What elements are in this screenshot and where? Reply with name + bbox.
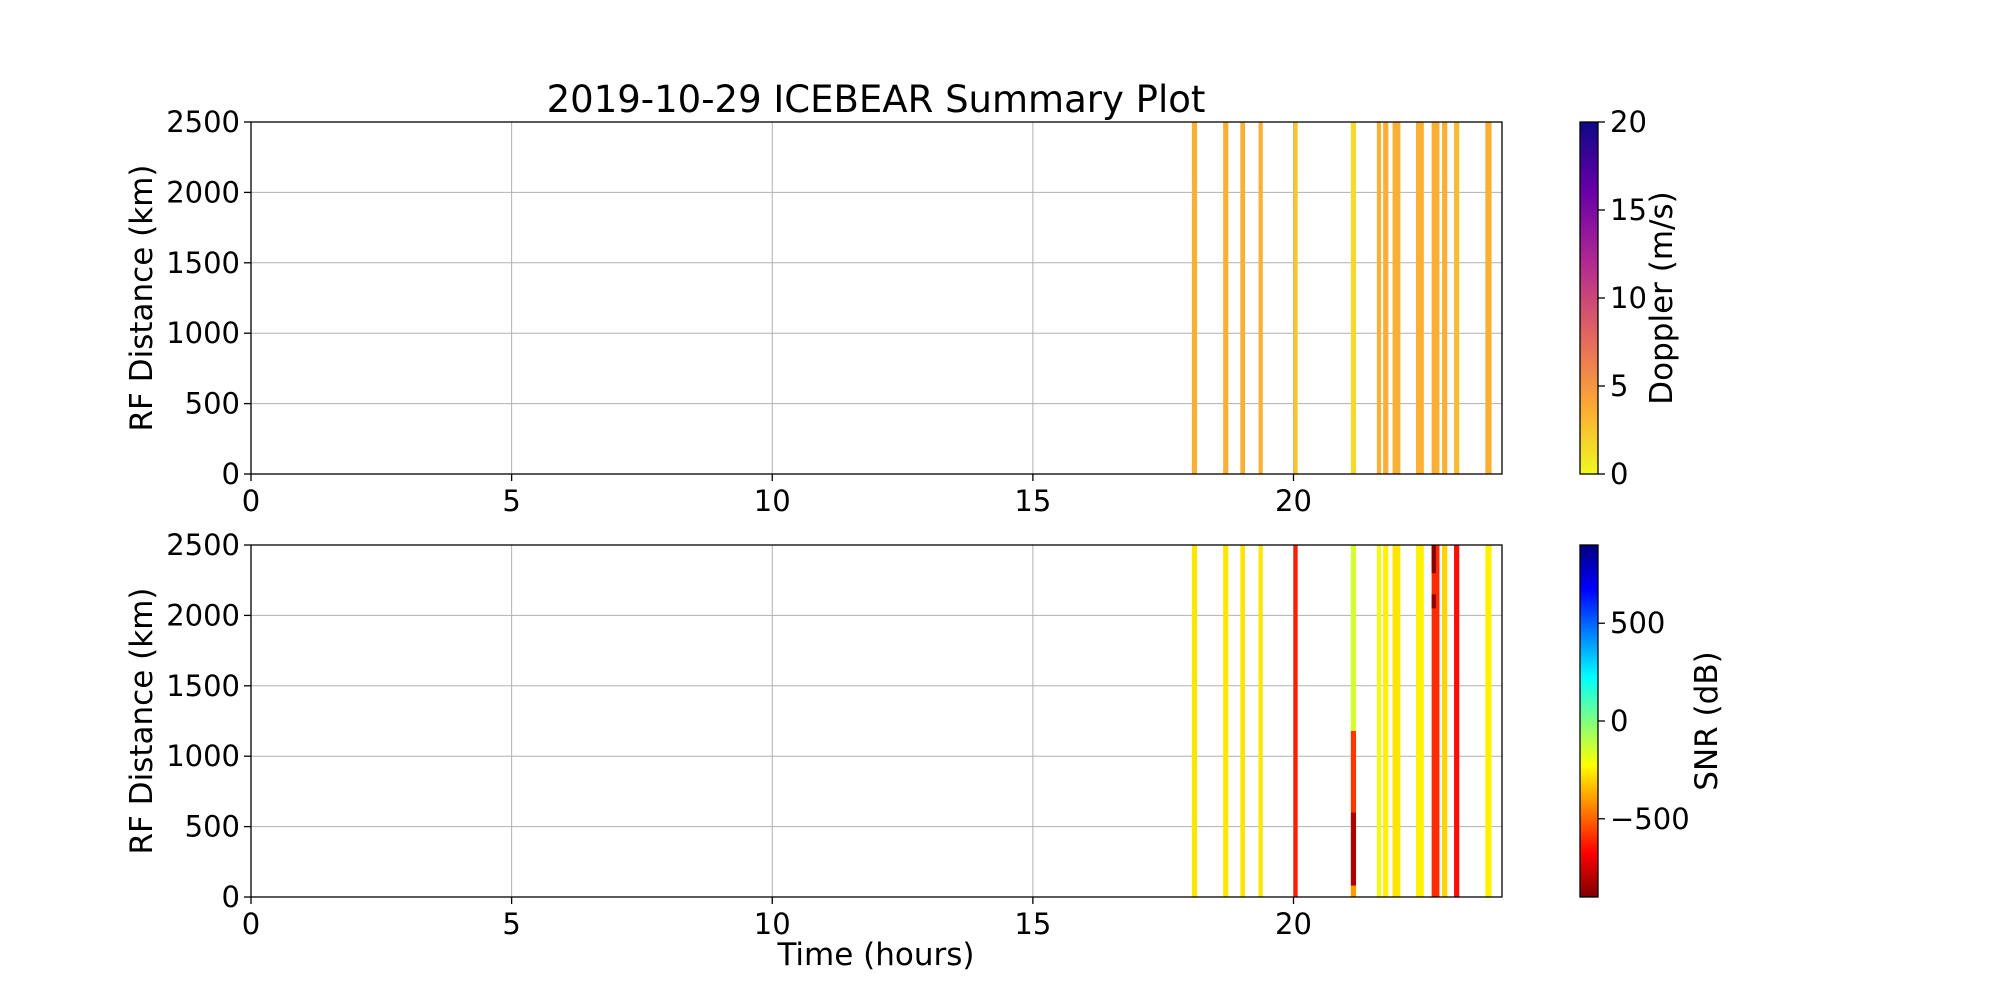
colorbar-tick-label: 20 bbox=[1610, 105, 1647, 139]
y-axis-label: RF Distance (km) bbox=[124, 165, 160, 432]
y-tick-label: 500 bbox=[185, 387, 240, 421]
x-tick-label: 5 bbox=[502, 907, 520, 941]
x-tick-label: 20 bbox=[1275, 484, 1312, 518]
data-stripe bbox=[1191, 545, 1198, 897]
x-tick-label: 5 bbox=[502, 484, 520, 518]
x-tick-label: 0 bbox=[242, 484, 260, 518]
data-stripe bbox=[1442, 122, 1448, 474]
y-tick-label: 2000 bbox=[166, 175, 240, 209]
y-tick-label: 1000 bbox=[166, 316, 240, 350]
y-tick-label: 0 bbox=[222, 880, 240, 914]
plot-frame bbox=[250, 544, 1503, 898]
y-tick-label: 2500 bbox=[166, 528, 240, 562]
data-stripe bbox=[1191, 122, 1198, 474]
data-patch bbox=[1350, 730, 1357, 813]
x-tick-label: 0 bbox=[242, 907, 260, 941]
colorbar-label: Doppler (m/s) bbox=[1644, 191, 1680, 404]
colorbar-tick-label: 10 bbox=[1610, 281, 1647, 315]
data-stripe bbox=[1442, 545, 1448, 897]
data-stripe bbox=[1431, 122, 1440, 474]
colorbar-2: 500 0 −500 SNR (dB) bbox=[1579, 544, 1725, 898]
data-stripe bbox=[1392, 545, 1401, 897]
y-tick-label: 1500 bbox=[166, 669, 240, 703]
colorbar-tick-label: 0 bbox=[1610, 457, 1628, 491]
data-stripe bbox=[1258, 122, 1263, 474]
data-stripe bbox=[1350, 122, 1357, 474]
chart-title: 2019-10-29 ICEBEAR Summary Plot bbox=[547, 78, 1206, 121]
data-stripe bbox=[1392, 122, 1401, 474]
data-stripe bbox=[1431, 545, 1440, 897]
y-axis-label: RF Distance (km) bbox=[124, 588, 160, 855]
colorbar-tick-label: 0 bbox=[1610, 704, 1628, 738]
data-stripe bbox=[1383, 545, 1389, 897]
x-tick-label: 20 bbox=[1275, 907, 1312, 941]
data-stripe bbox=[1485, 122, 1492, 474]
data-stripe bbox=[1415, 122, 1424, 474]
data-stripe bbox=[1454, 122, 1460, 474]
colorbar-tick-label: 5 bbox=[1610, 369, 1628, 403]
x-tick-label: 10 bbox=[754, 484, 791, 518]
colorbar-tick-label: 15 bbox=[1610, 193, 1647, 227]
y-tick-label: 500 bbox=[185, 810, 240, 844]
colorbar-scale bbox=[1579, 544, 1599, 898]
data-stripe bbox=[1376, 545, 1382, 897]
y-tick-label: 1000 bbox=[166, 739, 240, 773]
x-axis-label: Time (hours) bbox=[776, 937, 974, 973]
data-patch bbox=[1431, 594, 1436, 609]
colorbar-1: 0 5 10 15 20 Doppler (m/s) bbox=[1579, 105, 1680, 491]
data-stripe bbox=[1223, 545, 1229, 897]
data-stripe bbox=[1454, 545, 1460, 897]
data-stripe bbox=[1258, 545, 1263, 897]
data-stripe bbox=[1415, 545, 1424, 897]
data-patch bbox=[1350, 812, 1357, 886]
data-patch bbox=[1350, 885, 1357, 897]
colorbar-label: SNR (dB) bbox=[1689, 651, 1725, 790]
data-stripe bbox=[1293, 122, 1298, 474]
y-tick-label: 2000 bbox=[166, 598, 240, 632]
y-tick-label: 2500 bbox=[166, 105, 240, 139]
data-stripe bbox=[1240, 545, 1246, 897]
x-tick-label: 10 bbox=[754, 907, 791, 941]
data-patch bbox=[1431, 545, 1436, 574]
colorbar-scale bbox=[1579, 121, 1599, 475]
data-stripe bbox=[1383, 122, 1389, 474]
x-tick-label: 15 bbox=[1014, 484, 1051, 518]
colorbar-tick-label: 500 bbox=[1610, 606, 1665, 640]
data-stripe bbox=[1223, 122, 1229, 474]
data-stripe bbox=[1376, 122, 1382, 474]
data-stripe bbox=[1293, 545, 1298, 897]
data-stripe bbox=[1240, 122, 1246, 474]
x-tick-label: 15 bbox=[1014, 907, 1051, 941]
data-stripe bbox=[1485, 545, 1492, 897]
plot-frame bbox=[250, 121, 1503, 475]
data-stripe bbox=[1350, 545, 1357, 897]
y-tick-label: 0 bbox=[222, 457, 240, 491]
colorbar-tick-label: −500 bbox=[1610, 802, 1690, 836]
y-tick-label: 1500 bbox=[166, 246, 240, 280]
